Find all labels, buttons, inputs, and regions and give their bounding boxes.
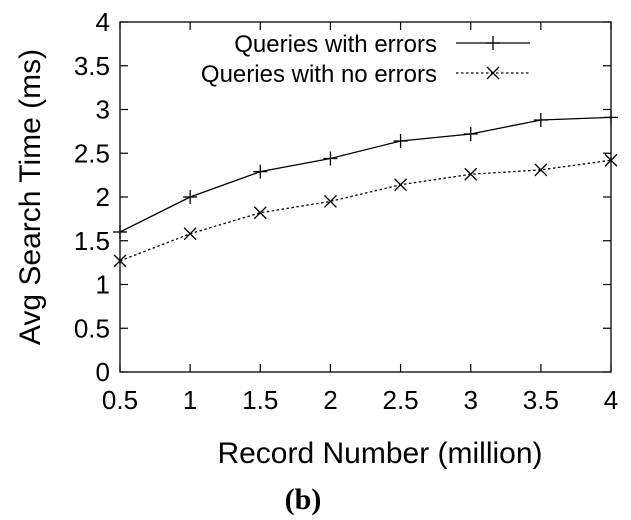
series-line-1: [120, 117, 611, 232]
x-tick-label: 1: [183, 385, 197, 415]
data-point: [323, 152, 337, 166]
y-tick-label: 2: [96, 182, 110, 212]
data-point: [253, 165, 267, 179]
data-point: [464, 127, 478, 141]
data-point: [113, 225, 127, 239]
data-point: [394, 134, 408, 148]
y-tick-label: 0.5: [74, 313, 110, 343]
y-tick-label: 4: [96, 7, 110, 37]
series-line-2: [120, 160, 611, 261]
x-tick-label: 0.5: [102, 385, 138, 415]
legend-label: Queries with errors: [234, 31, 437, 58]
data-point: [604, 110, 618, 124]
y-tick-label: 3.5: [74, 51, 110, 81]
x-tick-label: 3.5: [523, 385, 559, 415]
x-tick-label: 3: [463, 385, 477, 415]
data-point: [183, 190, 197, 204]
y-tick-label: 1.5: [74, 226, 110, 256]
data-point: [534, 113, 548, 127]
x-tick-label: 1.5: [242, 385, 278, 415]
y-axis-label: Avg Search Time (ms): [14, 49, 47, 345]
legend-label: Queries with no errors: [201, 61, 437, 88]
y-tick-label: 2.5: [74, 138, 110, 168]
x-axis-label: Record Number (million): [217, 437, 542, 470]
y-tick-label: 1: [96, 270, 110, 300]
x-tick-label: 2: [323, 385, 337, 415]
data-point: [184, 228, 196, 240]
y-tick-label: 3: [96, 95, 110, 125]
x-tick-label: 2.5: [382, 385, 418, 415]
x-tick-label: 4: [604, 385, 618, 415]
data-point: [324, 195, 336, 207]
legend-marker: [486, 36, 500, 50]
y-tick-label: 0: [96, 357, 110, 387]
figure-caption: (b): [285, 483, 322, 516]
data-point: [254, 207, 266, 219]
